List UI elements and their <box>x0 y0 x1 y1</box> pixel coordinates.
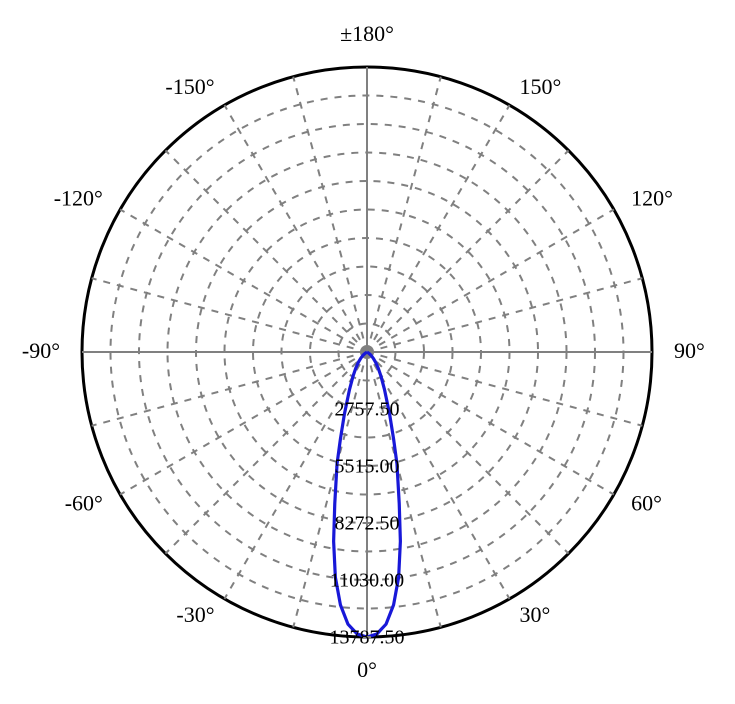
angle-label: 120° <box>631 186 673 211</box>
angle-label: -90° <box>22 338 60 363</box>
grid-spoke <box>120 210 367 353</box>
grid-spoke <box>367 352 614 495</box>
radial-tick-label: 5515.00 <box>335 456 400 478</box>
angle-label: -120° <box>54 186 103 211</box>
angle-label: -30° <box>176 602 214 627</box>
grid-spoke <box>367 105 510 352</box>
grid-spoke <box>367 210 614 353</box>
grid-spoke <box>92 352 367 426</box>
grid-spoke <box>293 77 367 352</box>
radial-tick-label: 11030.00 <box>330 570 404 592</box>
angle-label: 60° <box>631 491 662 516</box>
angle-label: 150° <box>520 74 562 99</box>
grid-spoke <box>367 278 642 352</box>
angle-label: 30° <box>520 602 551 627</box>
grid-spoke <box>367 352 642 426</box>
polar-chart: 2757.50 5515.00 8272.50 11030.00 13787.50 ±18… <box>0 0 735 704</box>
grid-spoke <box>367 150 569 352</box>
angle-label: 0° <box>357 657 377 682</box>
angle-label: -150° <box>165 74 214 99</box>
radial-tick-label: 13787.50 <box>330 627 405 649</box>
grid-spoke <box>367 77 441 352</box>
radial-tick-label: 2757.50 <box>335 399 400 421</box>
grid-spoke <box>120 352 367 495</box>
grid-spoke <box>225 105 368 352</box>
radial-tick-label: 8272.50 <box>335 513 400 535</box>
grid-spoke <box>92 278 367 352</box>
angle-label: -60° <box>65 491 103 516</box>
angle-label: ±180° <box>340 21 394 46</box>
angle-label: 90° <box>674 338 705 363</box>
